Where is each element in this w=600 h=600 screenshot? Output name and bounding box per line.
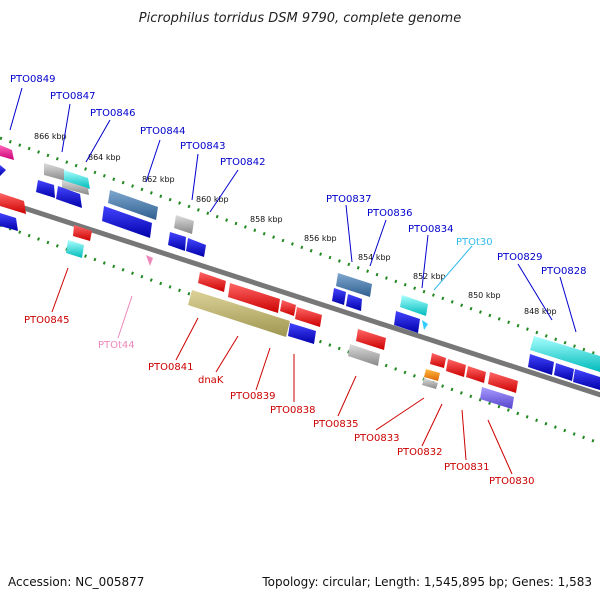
scale-labels: 866 kbp 864 kbp 862 kbp 860 kbp 858 kbp … <box>34 132 557 316</box>
gene-block-lavender[interactable] <box>480 387 514 409</box>
gene-label-PTO0839[interactable]: PTO0839 <box>230 391 275 402</box>
gene-block-blue[interactable] <box>0 213 18 231</box>
scale-label: 852 kbp <box>413 272 446 281</box>
gene-blocks <box>0 145 600 409</box>
scale-label: 862 kbp <box>142 175 175 184</box>
gene-label-PTO0838[interactable]: PTO0838 <box>270 405 315 416</box>
gene-block-gray[interactable] <box>348 344 380 366</box>
gene-block-red[interactable] <box>488 372 518 393</box>
gene-block-cyan[interactable] <box>66 240 84 258</box>
upper-labels: PTO0849 PTO0847 PTO0846 PTO0844 PTO0843 … <box>10 74 586 277</box>
gene-label-PTOt30[interactable]: PTOt30 <box>456 237 493 248</box>
gene-block-blue[interactable] <box>554 363 574 381</box>
scale-track-upper <box>0 136 600 357</box>
gene-label-PTO0842[interactable]: PTO0842 <box>220 157 265 168</box>
gene-label-PTO0830[interactable]: PTO0830 <box>489 476 534 487</box>
summary-text: Topology: circular; Length: 1,545,895 bp… <box>261 575 592 589</box>
gene-block-cyan[interactable] <box>64 170 90 189</box>
gene-label-PTO0846[interactable]: PTO0846 <box>90 108 135 119</box>
gene-block-blue[interactable] <box>346 294 362 311</box>
scale-label: 858 kbp <box>250 215 283 224</box>
scale-label: 860 kbp <box>196 195 229 204</box>
gene-block-steel[interactable] <box>108 190 158 220</box>
gene-block-cyan[interactable] <box>530 336 600 372</box>
gene-label-PTO0833[interactable]: PTO0833 <box>354 433 399 444</box>
gene-block-blue[interactable] <box>288 323 316 344</box>
backbone-line <box>0 197 600 398</box>
map-title: Picrophilus torridus DSM 9790, complete … <box>139 11 461 26</box>
gene-label-PTO0836[interactable]: PTO0836 <box>367 208 412 219</box>
gene-block-red[interactable] <box>466 366 486 383</box>
gene-block-red[interactable] <box>280 300 296 316</box>
gene-block-cyan[interactable] <box>422 320 428 330</box>
gene-label-PTO0849[interactable]: PTO0849 <box>10 74 55 85</box>
gene-label-PTO0828[interactable]: PTO0828 <box>541 266 586 277</box>
scale-track-lower <box>0 223 600 445</box>
gene-label-dnaK[interactable]: dnaK <box>198 375 224 386</box>
gene-block-magenta[interactable] <box>0 145 14 160</box>
gene-label-PTO0837[interactable]: PTO0837 <box>326 194 371 205</box>
gene-block-blue[interactable] <box>168 232 186 251</box>
gene-block-blue[interactable] <box>0 165 6 176</box>
gene-block-gray[interactable] <box>62 180 89 195</box>
gene-block-blue[interactable] <box>186 238 206 257</box>
gene-block-blue[interactable] <box>573 369 600 390</box>
gene-block-gray[interactable] <box>44 163 66 181</box>
scale-label: 866 kbp <box>34 132 67 141</box>
gene-block-gray[interactable] <box>422 378 438 389</box>
gene-block-blue[interactable] <box>394 311 420 333</box>
gene-label-PTO0845[interactable]: PTO0845 <box>24 315 69 326</box>
gene-block-blue[interactable] <box>56 186 82 208</box>
gene-label-PTO0841[interactable]: PTO0841 <box>148 362 193 373</box>
gene-block-steel[interactable] <box>336 273 372 297</box>
gene-label-PTO0831[interactable]: PTO0831 <box>444 462 489 473</box>
gene-block-red[interactable] <box>198 272 226 292</box>
gene-block-pink[interactable] <box>146 255 153 266</box>
scale-label: 854 kbp <box>358 253 391 262</box>
gene-block-olive[interactable] <box>188 290 290 337</box>
gene-block-red[interactable] <box>430 353 446 368</box>
scale-label: 848 kbp <box>524 307 557 316</box>
gene-block-cyan[interactable] <box>400 295 428 316</box>
lower-labels: PTO0845 PTOt44 PTO0841 dnaK PTO0839 PTO0… <box>24 315 534 487</box>
scale-label: 864 kbp <box>88 153 121 162</box>
gene-block-blue[interactable] <box>528 354 554 375</box>
gene-block-blue[interactable] <box>332 288 346 305</box>
gene-block-red[interactable] <box>0 193 26 214</box>
gene-label-PTO0834[interactable]: PTO0834 <box>408 224 453 235</box>
gene-block-blue[interactable] <box>102 206 152 238</box>
accession-text: Accession: NC_005877 <box>8 575 144 589</box>
gene-block-gray[interactable] <box>174 215 194 234</box>
gene-block-red[interactable] <box>73 225 92 241</box>
gene-label-PTO0847[interactable]: PTO0847 <box>50 91 95 102</box>
leader-lines <box>9 87 577 475</box>
gene-block-blue[interactable] <box>36 180 55 198</box>
scale-label: 856 kbp <box>304 234 337 243</box>
gene-label-PTO0829[interactable]: PTO0829 <box>497 252 542 263</box>
gene-label-PTO0844[interactable]: PTO0844 <box>140 126 185 137</box>
scale-label: 850 kbp <box>468 291 501 300</box>
gene-label-PTO0835[interactable]: PTO0835 <box>313 419 358 430</box>
gene-block-red[interactable] <box>295 307 322 327</box>
gene-block-red[interactable] <box>228 283 280 313</box>
gene-block-red[interactable] <box>356 329 386 350</box>
gene-label-PTO0843[interactable]: PTO0843 <box>180 141 225 152</box>
gene-block-orange[interactable] <box>424 369 440 381</box>
gene-label-PTOt44[interactable]: PTOt44 <box>98 340 135 351</box>
gene-block-red[interactable] <box>446 359 466 377</box>
gene-label-PTO0832[interactable]: PTO0832 <box>397 447 442 458</box>
